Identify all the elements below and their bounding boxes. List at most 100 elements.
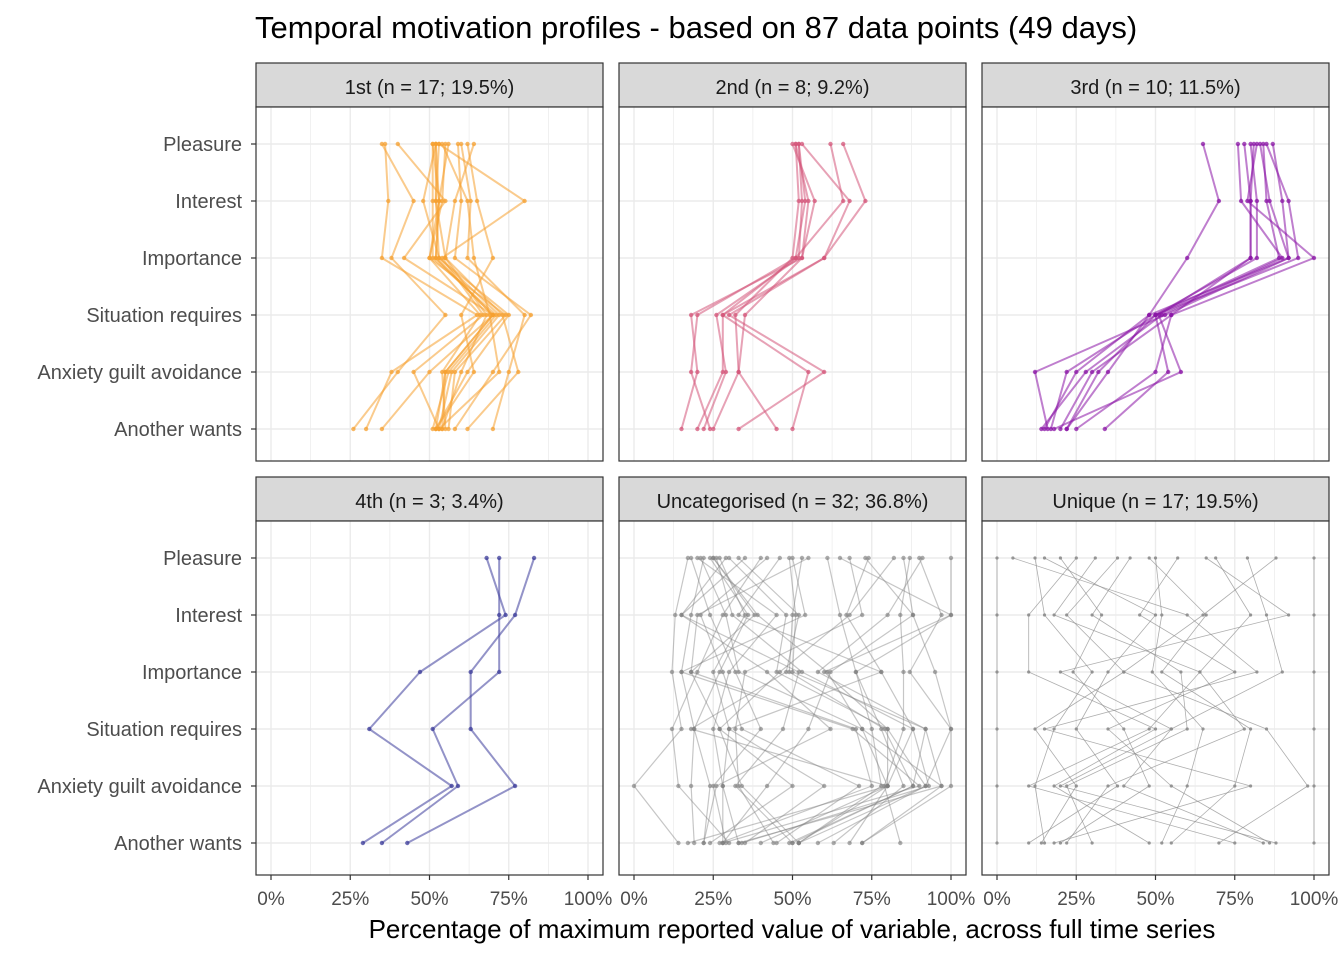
data-point (1264, 198, 1269, 204)
data-point (695, 555, 700, 561)
data-point (1074, 784, 1078, 788)
data-point (1233, 670, 1237, 674)
series-line (1053, 557, 1245, 844)
data-point (793, 141, 798, 147)
data-point (1201, 613, 1205, 617)
data-point (1287, 613, 1291, 617)
series-line (722, 557, 914, 844)
data-point (1106, 670, 1110, 674)
data-point (736, 612, 741, 618)
x-tick-label: 100% (564, 889, 613, 910)
data-point (1090, 670, 1094, 674)
data-point (1147, 727, 1151, 731)
panel-border (255, 106, 604, 462)
data-point (465, 141, 470, 147)
facet-strip (981, 476, 1330, 522)
facet-label: 2nd (n = 8; 9.2%) (716, 77, 870, 99)
facet-strip (618, 62, 967, 108)
data-point (490, 255, 496, 261)
data-point (1147, 841, 1151, 845)
series-line (690, 557, 873, 844)
data-point (1204, 556, 1208, 560)
data-point (1216, 198, 1222, 204)
data-point (723, 612, 729, 618)
data-point (468, 669, 473, 675)
data-point (863, 198, 868, 204)
data-point (932, 669, 938, 675)
data-point (711, 555, 716, 561)
data-point (1169, 784, 1173, 788)
data-point (471, 369, 477, 375)
data-point (901, 669, 906, 675)
data-point (1248, 141, 1253, 147)
series-line (1053, 143, 1255, 430)
data-point (726, 555, 732, 561)
data-point (1233, 784, 1237, 788)
data-point (490, 426, 496, 432)
series-line (788, 557, 914, 844)
data-point (1204, 613, 1208, 617)
facet-panel: Unique (n = 17; 19.5%) 0% 25% 50% 75% 100% (981, 476, 1338, 910)
data-point (1027, 670, 1031, 674)
data-point (695, 669, 700, 675)
data-point (815, 840, 821, 846)
x-tick-label: 50% (1136, 889, 1174, 910)
data-point (443, 312, 448, 318)
data-point (459, 198, 464, 204)
data-point (497, 612, 502, 618)
facet-panel: Uncategorised (n = 32; 36.8%) 0% 25% 50% 75%… (618, 476, 975, 910)
y-tick-label: Anxiety guilt avoidance (37, 362, 242, 384)
data-point (459, 312, 464, 318)
series-line (690, 557, 762, 844)
data-point (1065, 784, 1069, 788)
data-point (837, 612, 843, 618)
data-point (481, 312, 486, 318)
data-point (923, 726, 928, 732)
data-point (1128, 556, 1132, 560)
data-point (497, 369, 502, 375)
data-point (841, 141, 846, 147)
series-line (680, 557, 705, 844)
data-point (879, 669, 884, 675)
data-point (436, 426, 442, 432)
data-point (847, 555, 852, 561)
data-point (771, 840, 776, 846)
data-point (1312, 556, 1316, 560)
series-line (687, 557, 889, 844)
series-line (883, 557, 911, 844)
data-point (739, 726, 744, 732)
data-point (433, 426, 438, 432)
data-point (1039, 426, 1044, 432)
data-point (452, 369, 458, 375)
data-point (1254, 255, 1260, 261)
facet-label: 4th (n = 3; 3.4%) (355, 491, 503, 513)
data-point (1138, 613, 1142, 617)
series-line (702, 143, 803, 430)
data-point (907, 669, 912, 675)
data-point (1261, 141, 1266, 147)
data-point (436, 198, 442, 204)
data-point (531, 555, 537, 561)
data-point (1160, 841, 1164, 845)
data-point (1106, 727, 1110, 731)
series-line (712, 143, 800, 430)
data-point (787, 669, 792, 675)
data-point (1052, 784, 1056, 788)
series-line (693, 557, 749, 844)
data-point (679, 726, 684, 732)
x-tick-label: 0% (620, 889, 648, 910)
data-point (812, 198, 817, 204)
data-point (1235, 141, 1241, 147)
series-line (460, 143, 526, 430)
data-point (1185, 613, 1189, 617)
data-point (1147, 784, 1151, 788)
data-point (910, 726, 916, 732)
series-line (700, 557, 889, 844)
data-point (1074, 369, 1079, 375)
data-point (701, 840, 706, 846)
data-point (452, 426, 458, 432)
data-point (828, 141, 833, 147)
data-point (995, 670, 999, 674)
x-tick-label: 75% (490, 889, 528, 910)
y-tick-label: Situation requires (86, 305, 242, 327)
